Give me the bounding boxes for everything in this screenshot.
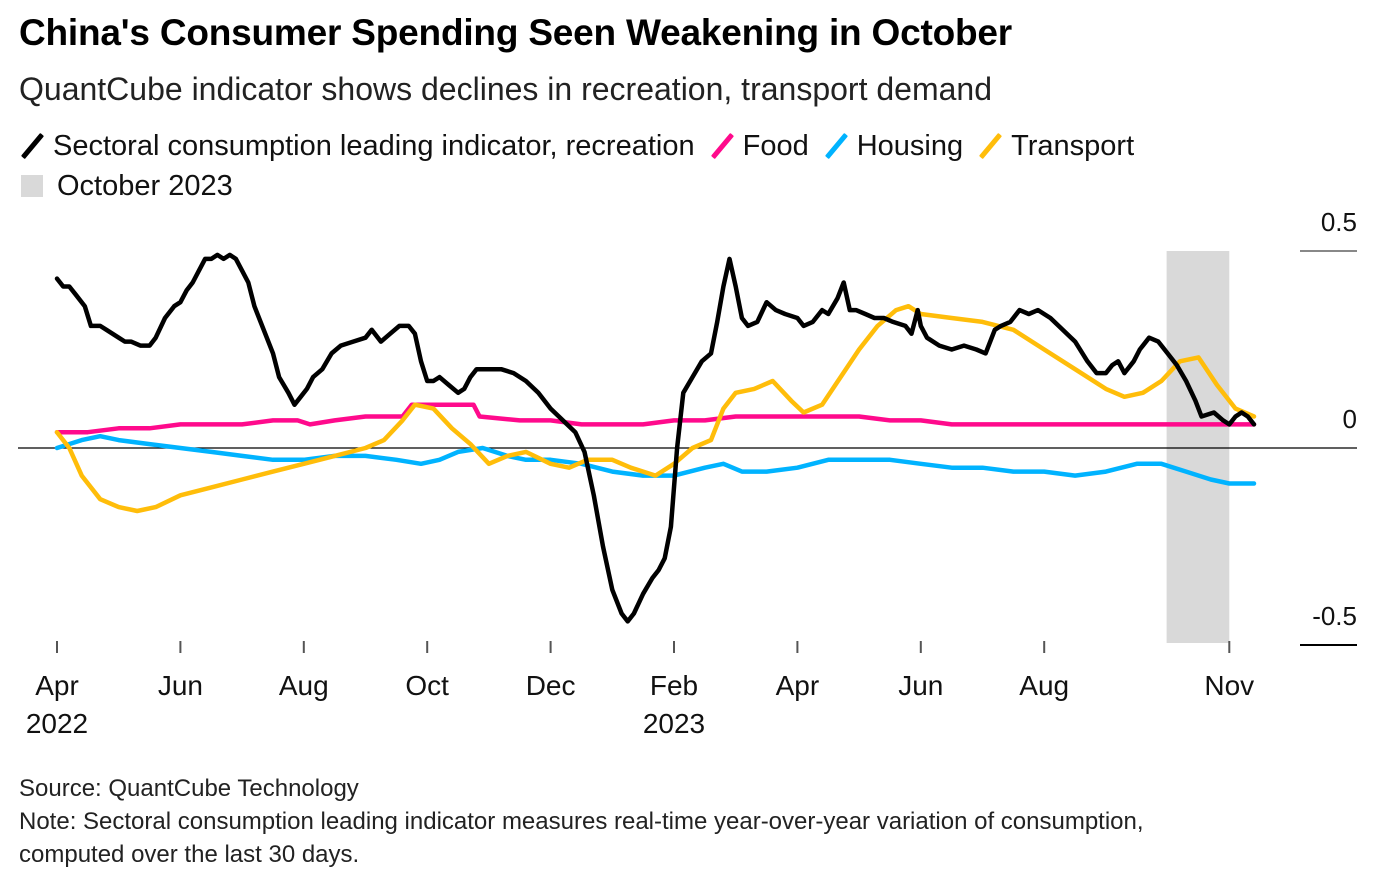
x-tick-label: Aug <box>1019 670 1069 701</box>
legend-label: Housing <box>856 129 964 162</box>
chart-subtitle: QuantCube indicator shows declines in re… <box>19 71 992 107</box>
x-tick-label: Jun <box>898 670 943 701</box>
legend-row-shade: October 2023 <box>19 166 1148 206</box>
x-tick-label: Apr <box>776 670 820 701</box>
legend-label: Food <box>742 129 809 162</box>
y-tick-label: 0 <box>1343 404 1357 434</box>
y-tick-label: 0.5 <box>1321 207 1357 237</box>
x-tick-year-label: 2023 <box>643 708 705 739</box>
y-tick-label: -0.5 <box>1312 601 1357 631</box>
x-tick-label: Apr <box>35 670 79 701</box>
shaded-region-october-2023 <box>1166 251 1230 643</box>
legend-label: Transport <box>1011 129 1135 162</box>
chart-title: China's Consumer Spending Seen Weakening… <box>19 12 1012 53</box>
square-icon <box>21 175 43 197</box>
note-text-line1: Note: Sectoral consumption leading indic… <box>19 808 1144 835</box>
legend-item-transport: Transport <box>977 130 1134 163</box>
legend-item-housing: Housing <box>823 130 963 163</box>
legend-row-series: Sectoral consumption leading indicator, … <box>19 126 1148 166</box>
x-tick-year-label: 2022 <box>26 708 88 739</box>
x-tick-label: Aug <box>279 670 329 701</box>
legend-label: Sectoral consumption leading indicator, … <box>53 129 695 162</box>
source-text: Source: QuantCube Technology <box>19 775 359 802</box>
x-tick-label: Oct <box>405 670 449 701</box>
series-transport-line <box>54 303 1257 514</box>
series-food-line <box>54 402 1257 435</box>
series-recreation-line <box>54 252 1257 624</box>
legend: Sectoral consumption leading indicator, … <box>19 126 1148 206</box>
x-tick-label: Nov <box>1204 670 1254 701</box>
x-tick-label: Feb <box>650 670 698 701</box>
x-tick-label: Dec <box>526 670 576 701</box>
legend-label-shade: October 2023 <box>57 169 233 202</box>
series-housing-line <box>54 433 1257 486</box>
chart-footer: Source: QuantCube Technology Note: Secto… <box>19 772 1144 871</box>
legend-item-recreation: Sectoral consumption leading indicator, … <box>19 130 695 163</box>
x-tick-label: Jun <box>158 670 203 701</box>
legend-item-food: Food <box>709 130 809 163</box>
note-text-line2: computed over the last 30 days. <box>19 841 360 868</box>
